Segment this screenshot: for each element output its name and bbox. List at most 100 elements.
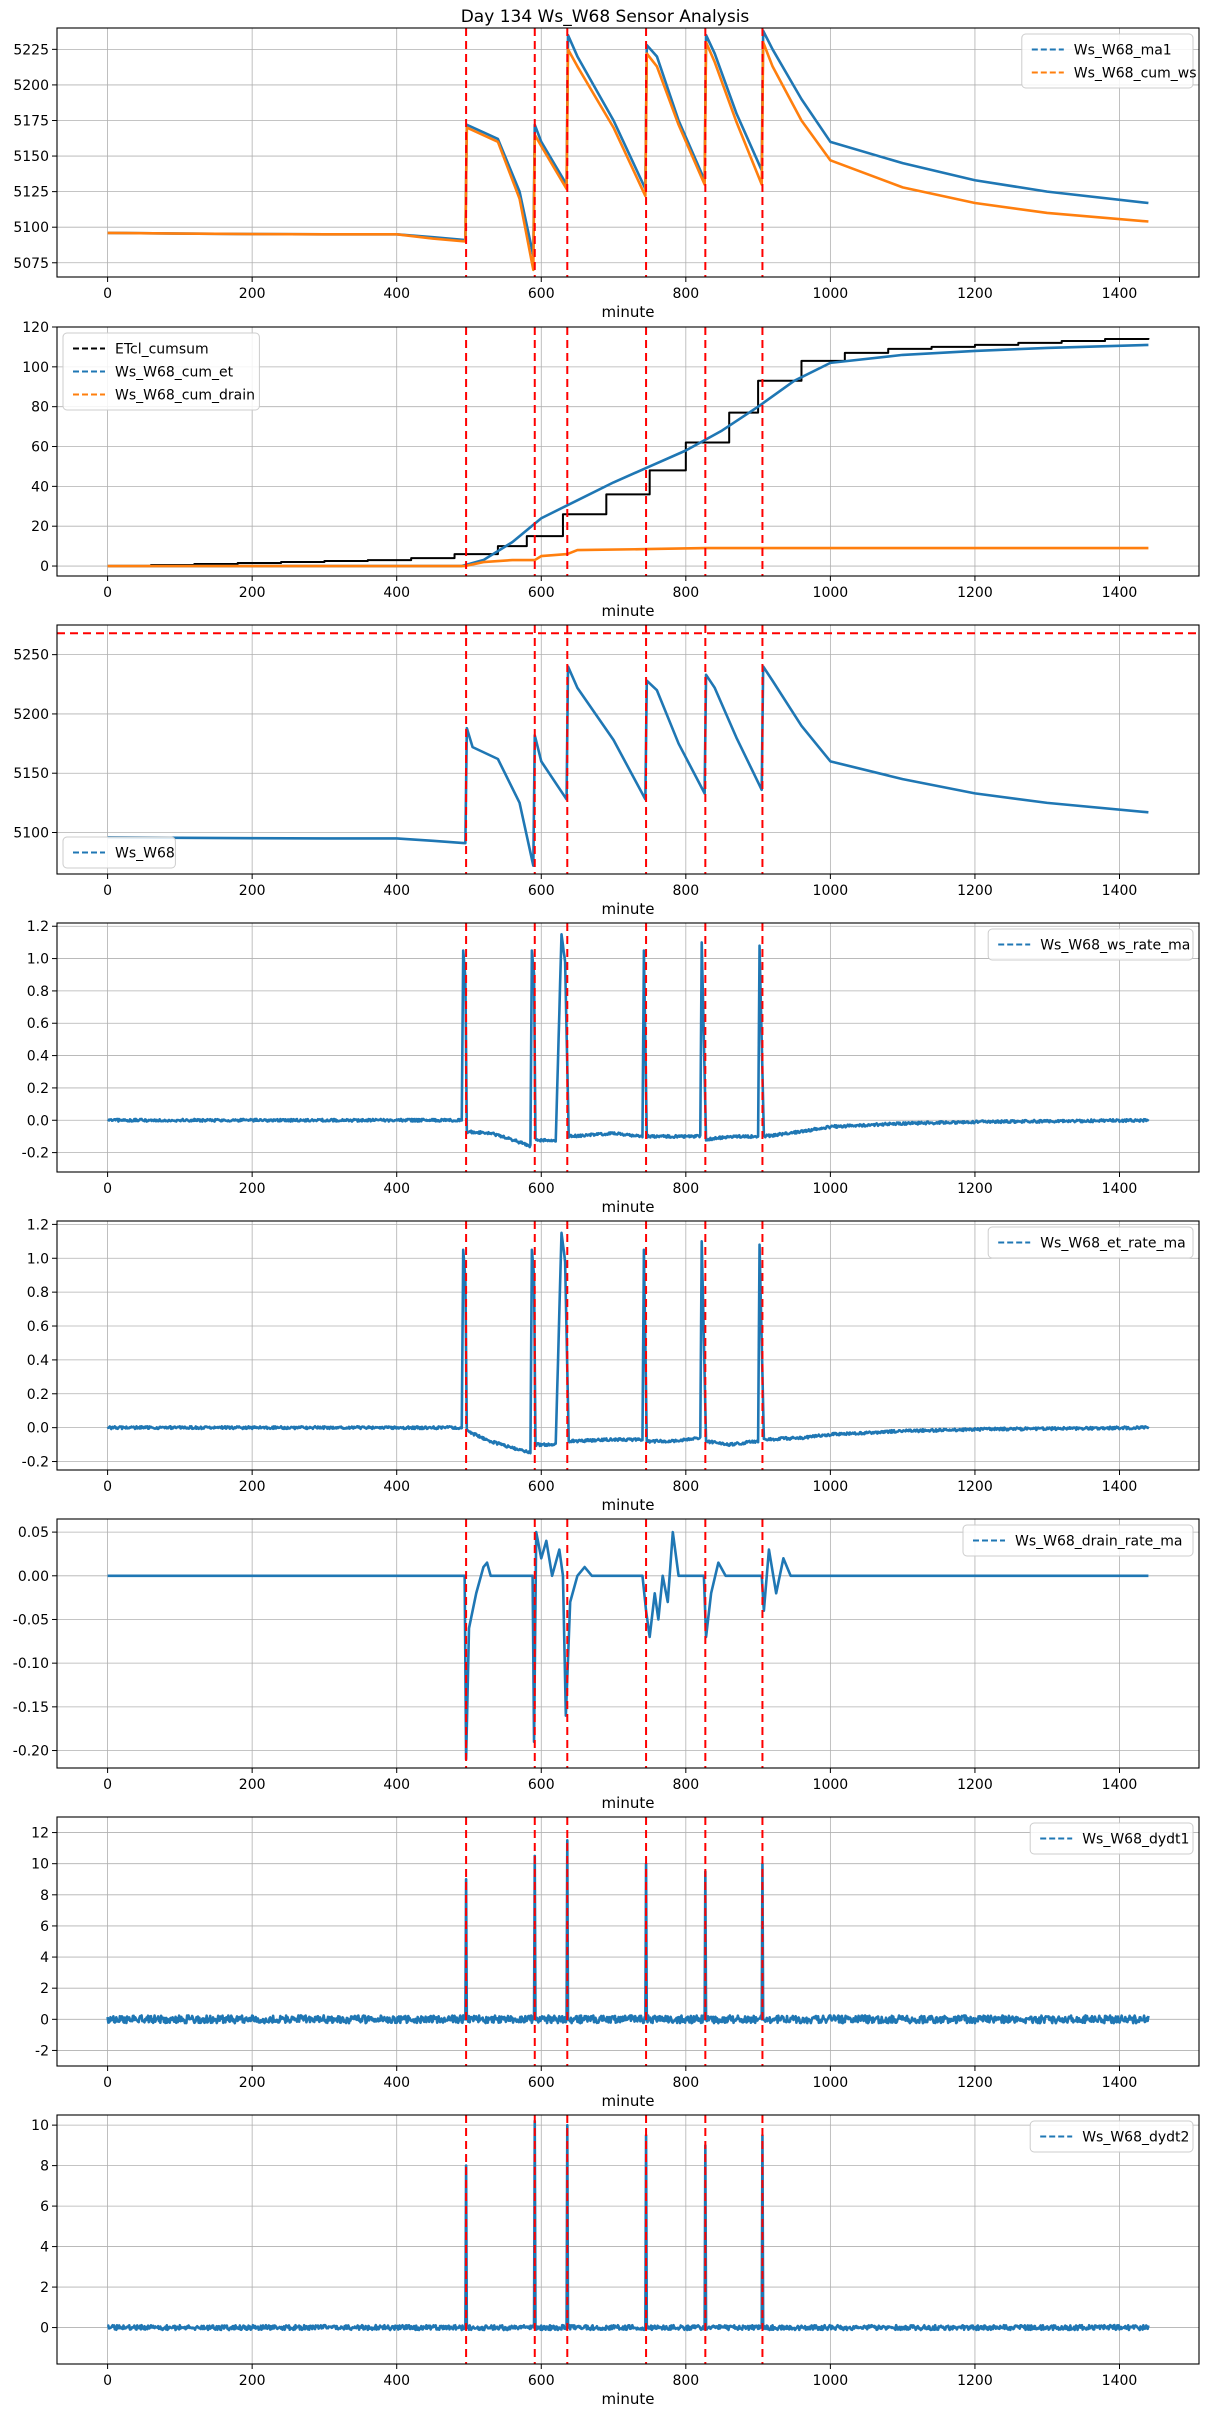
x-tick-label: 1000 xyxy=(813,2075,849,2091)
axes-frame xyxy=(56,1816,1200,2067)
series-line-Ws_W68_cum_et xyxy=(107,343,1149,568)
y-tick-label: -0.20 xyxy=(13,1744,49,1760)
x-tick-label: 400 xyxy=(383,2373,410,2389)
panel-p5: 0 200 400 600 800 1000 1200 1400 -0.2 0.0 0.2 0.4 0.… xyxy=(22,1217,1200,1514)
x-tick-label: 800 xyxy=(672,2075,699,2091)
x-tick-label: 800 xyxy=(672,286,699,302)
x-tick-label: 1400 xyxy=(1102,2075,1138,2091)
panel-p2: 0 200 400 600 800 1000 1200 1400 0 20 40 60 80 100 120… xyxy=(22,320,1200,620)
x-tick-label: 200 xyxy=(239,1479,266,1495)
y-tick-label: 12 xyxy=(31,1826,49,1842)
x-tick-label: 1400 xyxy=(1102,286,1138,302)
y-tick-label: 5075 xyxy=(13,256,49,272)
series-line-Ws_W68_dydt2 xyxy=(106,2119,1150,2332)
grid xyxy=(57,1817,1199,2066)
series-line-Ws_W68_cum_ws xyxy=(107,40,1149,272)
x-tick-label: 0 xyxy=(103,585,112,601)
x-axis-label: minute xyxy=(602,602,655,620)
y-tick-label: 0.0 xyxy=(27,1421,49,1437)
y-tick-label: -0.2 xyxy=(22,1455,49,1471)
y-tick-label: 100 xyxy=(22,360,49,376)
legend: Ws_W68 xyxy=(62,836,176,869)
plot-area xyxy=(106,1817,1150,2066)
x-tick-label: 600 xyxy=(528,286,555,302)
x-tick-label: 1400 xyxy=(1102,585,1138,601)
y-tick-label: 5200 xyxy=(13,78,49,94)
x-axis-label: minute xyxy=(602,1496,655,1514)
grid xyxy=(57,28,1199,277)
y-tick-label: 4 xyxy=(40,2240,49,2256)
y-tick-label: 0.00 xyxy=(18,1569,49,1585)
y-tick-label: 4 xyxy=(40,1950,49,1966)
axes-frame xyxy=(56,1518,1200,1769)
axes-frame xyxy=(56,2114,1200,2365)
panel-p6: 0 200 400 600 800 1000 1200 1400 -0.20 -0.15 -0.10… xyxy=(13,1518,1200,1812)
axes-frame xyxy=(56,27,1200,278)
x-tick-label: 0 xyxy=(103,883,112,899)
x-tick-label: 0 xyxy=(103,1181,112,1197)
y-tick-label: 5175 xyxy=(13,113,49,129)
x-tick-label: 200 xyxy=(239,883,266,899)
y-tick-label: 1.2 xyxy=(27,919,49,935)
y-tick-label: 20 xyxy=(31,519,49,535)
axes-frame xyxy=(56,922,1200,1173)
y-tick-label: 1.0 xyxy=(27,952,49,968)
y-tick-label: 0.2 xyxy=(27,1081,49,1097)
plot-area xyxy=(107,1519,1149,1768)
x-tick-label: 200 xyxy=(239,1777,266,1793)
legend-entry: Ws_W68_drain_rate_ma xyxy=(1015,1534,1182,1550)
x-tick-label: 800 xyxy=(672,585,699,601)
y-tick-label: 5150 xyxy=(13,766,49,782)
legend-box xyxy=(987,1226,1194,1259)
x-axis-label: minute xyxy=(602,2092,655,2110)
panels: 0 200 400 600 800 1000 1200 1400507551005125515… xyxy=(13,27,1200,2408)
y-tick-label: 8 xyxy=(40,1888,49,1904)
series-line-Ws_W68_cum_drain xyxy=(107,546,1149,568)
axes-frame xyxy=(56,1220,1200,1471)
plot-area xyxy=(57,625,1199,874)
figure-title: Day 134 Ws_W68 Sensor Analysis xyxy=(461,7,750,27)
x-tick-label: 1200 xyxy=(957,286,993,302)
legend-box xyxy=(1029,1822,1194,1855)
x-tick-label: 1400 xyxy=(1102,1777,1138,1793)
x-tick-label: 400 xyxy=(383,585,410,601)
x-tick-label: 1400 xyxy=(1102,1479,1138,1495)
x-tick-label: 800 xyxy=(672,1181,699,1197)
x-tick-label: 400 xyxy=(383,1181,410,1197)
y-tick-label: 80 xyxy=(31,400,49,416)
legend: Ws_W68_dydt1 xyxy=(1029,1822,1194,1855)
x-tick-label: 800 xyxy=(672,1777,699,1793)
x-tick-label: 800 xyxy=(672,883,699,899)
y-tick-label: 60 xyxy=(31,440,49,456)
y-tick-label: 40 xyxy=(31,479,49,495)
x-tick-label: 400 xyxy=(383,1479,410,1495)
x-tick-label: 1200 xyxy=(957,883,993,899)
legend-entry: Ws_W68_cum_drain xyxy=(115,388,255,404)
x-tick-label: 1200 xyxy=(957,585,993,601)
y-tick-label: 0.2 xyxy=(27,1387,49,1403)
x-tick-label: 600 xyxy=(528,2075,555,2091)
x-tick-label: 800 xyxy=(672,2373,699,2389)
y-tick-label: 8 xyxy=(40,2159,49,2175)
y-tick-label: -0.15 xyxy=(13,1700,49,1716)
x-axis-label: minute xyxy=(602,900,655,918)
axes-frame xyxy=(56,624,1200,875)
x-tick-label: 600 xyxy=(528,883,555,899)
legend-entry: Ws_W68_dydt2 xyxy=(1082,2130,1189,2146)
legend-box xyxy=(62,836,176,869)
x-tick-label: 400 xyxy=(383,1777,410,1793)
y-tick-label: 10 xyxy=(31,2118,49,2134)
x-axis-label: minute xyxy=(602,1198,655,1216)
y-tick-label: 0 xyxy=(40,559,49,575)
x-tick-label: 1000 xyxy=(813,2373,849,2389)
series-line-Ws_W68 xyxy=(107,665,1149,867)
x-tick-label: 400 xyxy=(383,883,410,899)
x-tick-label: 400 xyxy=(383,286,410,302)
legend: Ws_W68_drain_rate_ma xyxy=(962,1524,1194,1557)
series-line-Ws_W68_ws_rate_ma xyxy=(107,933,1150,1149)
legend: ETcl_cumsum Ws_W68_cum_et Ws_W68_cum_drain xyxy=(62,332,260,411)
legend-entry: Ws_W68_ma1 xyxy=(1074,43,1172,59)
x-tick-label: 1000 xyxy=(813,1777,849,1793)
legend-box xyxy=(62,332,260,411)
